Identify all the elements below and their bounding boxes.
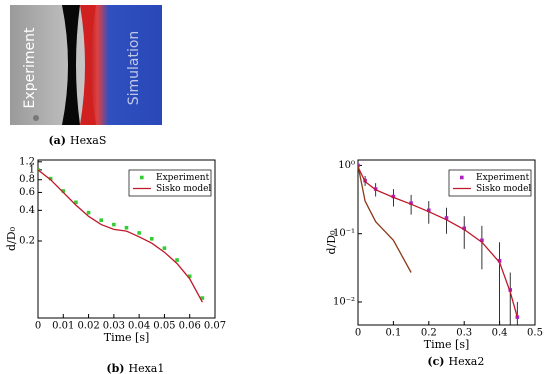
legend-box <box>128 169 212 197</box>
plot <box>38 168 205 303</box>
series-line <box>38 169 203 303</box>
series-line <box>358 165 412 273</box>
x-tick-label: 0.06 <box>179 321 201 332</box>
y-tick-label: 1 <box>29 164 35 175</box>
y-axis-label: d/D₀ <box>325 230 338 255</box>
plot <box>358 162 520 325</box>
caption: Hexa2 <box>449 355 485 368</box>
data-point <box>61 189 66 193</box>
x-tick-label: 0.03 <box>103 321 125 332</box>
x-tick-label: 0.02 <box>77 321 99 332</box>
data-point <box>480 238 484 243</box>
chart: 0 0.1 0.2 0.3 0.4 0.5 10⁰ 10⁻¹ 10⁻² Time [s] d/D₀ (… <box>325 159 543 368</box>
legend-label: Sisko model <box>156 184 211 194</box>
legend-swatch <box>460 175 464 180</box>
data-point <box>74 200 78 205</box>
plot-frame <box>37 159 216 319</box>
x-tick-label: 0 <box>355 328 361 339</box>
data-point <box>200 296 205 300</box>
caption: HexaS <box>70 134 106 147</box>
plot-frame <box>357 159 536 326</box>
data-point <box>112 222 116 227</box>
data-point <box>137 231 141 235</box>
x-tick-label: 0.5 <box>527 328 543 339</box>
data-point <box>358 163 360 168</box>
data-point <box>391 194 396 199</box>
data-point <box>124 225 129 230</box>
data-point <box>99 218 104 223</box>
x-axis-label: Time [s] <box>104 331 150 344</box>
x-tick-label: 0.05 <box>153 321 175 332</box>
image-label: Simulation <box>126 31 142 106</box>
caption-tag: (a) <box>48 134 66 147</box>
series-line <box>358 166 518 318</box>
x-tick-label: 0.04 <box>128 321 150 332</box>
y-tick-label: 10⁻² <box>333 296 355 307</box>
legend-label: Experiment <box>156 173 210 183</box>
data-point <box>508 288 513 292</box>
data-point <box>409 201 413 205</box>
image-label: Experiment <box>22 27 38 108</box>
data-point <box>444 216 449 220</box>
data-point <box>149 237 154 241</box>
data-point <box>497 259 502 263</box>
image-a: Experiment Simulation <box>10 5 162 125</box>
filament-shadow <box>62 5 80 125</box>
simulation-field <box>86 5 162 125</box>
legend-label: Experiment <box>476 173 530 183</box>
chart: 0 0.01 0.02 0.03 0.04 0.05 0.06 0.07 0.2 0.4 0.6 0.… <box>5 156 226 374</box>
caption-tag: (c) <box>427 355 444 368</box>
x-tick-label: 0.2 <box>421 328 437 339</box>
x-tick-label: 0.4 <box>492 328 508 339</box>
y-tick-label: 10⁰ <box>338 160 355 171</box>
data-point <box>175 258 179 262</box>
data-point <box>48 176 53 181</box>
data-point <box>86 210 91 215</box>
y-tick-label: 0.2 <box>19 235 35 246</box>
filament-sim <box>80 5 96 125</box>
x-tick-label: 0.1 <box>385 328 401 339</box>
y-tick-label: 1.2 <box>19 156 35 167</box>
x-tick-label: 0.3 <box>456 328 472 339</box>
bubble <box>33 115 39 121</box>
legend-label: Sisko model <box>476 184 531 194</box>
legend-box <box>448 169 532 197</box>
data-point <box>427 208 431 213</box>
y-tick-label: 10⁻¹ <box>333 228 355 239</box>
y-axis-label: d/D₀ <box>5 226 18 251</box>
x-tick-label: 0.07 <box>204 321 226 332</box>
y-tick-label: 0.4 <box>19 205 35 216</box>
x-tick-label: 0.01 <box>52 321 74 332</box>
caption-tag: (b) <box>106 362 124 374</box>
data-point <box>187 274 192 279</box>
x-tick-label: 0 <box>35 321 41 332</box>
data-point <box>462 226 466 231</box>
data-point <box>162 246 167 250</box>
y-tick-label: 0.8 <box>19 174 35 185</box>
data-point <box>515 315 520 319</box>
x-axis-label: Time [s] <box>424 338 470 351</box>
caption: Hexa1 <box>129 362 165 374</box>
legend-swatch <box>140 175 144 180</box>
y-tick-label: 0.6 <box>19 187 35 198</box>
